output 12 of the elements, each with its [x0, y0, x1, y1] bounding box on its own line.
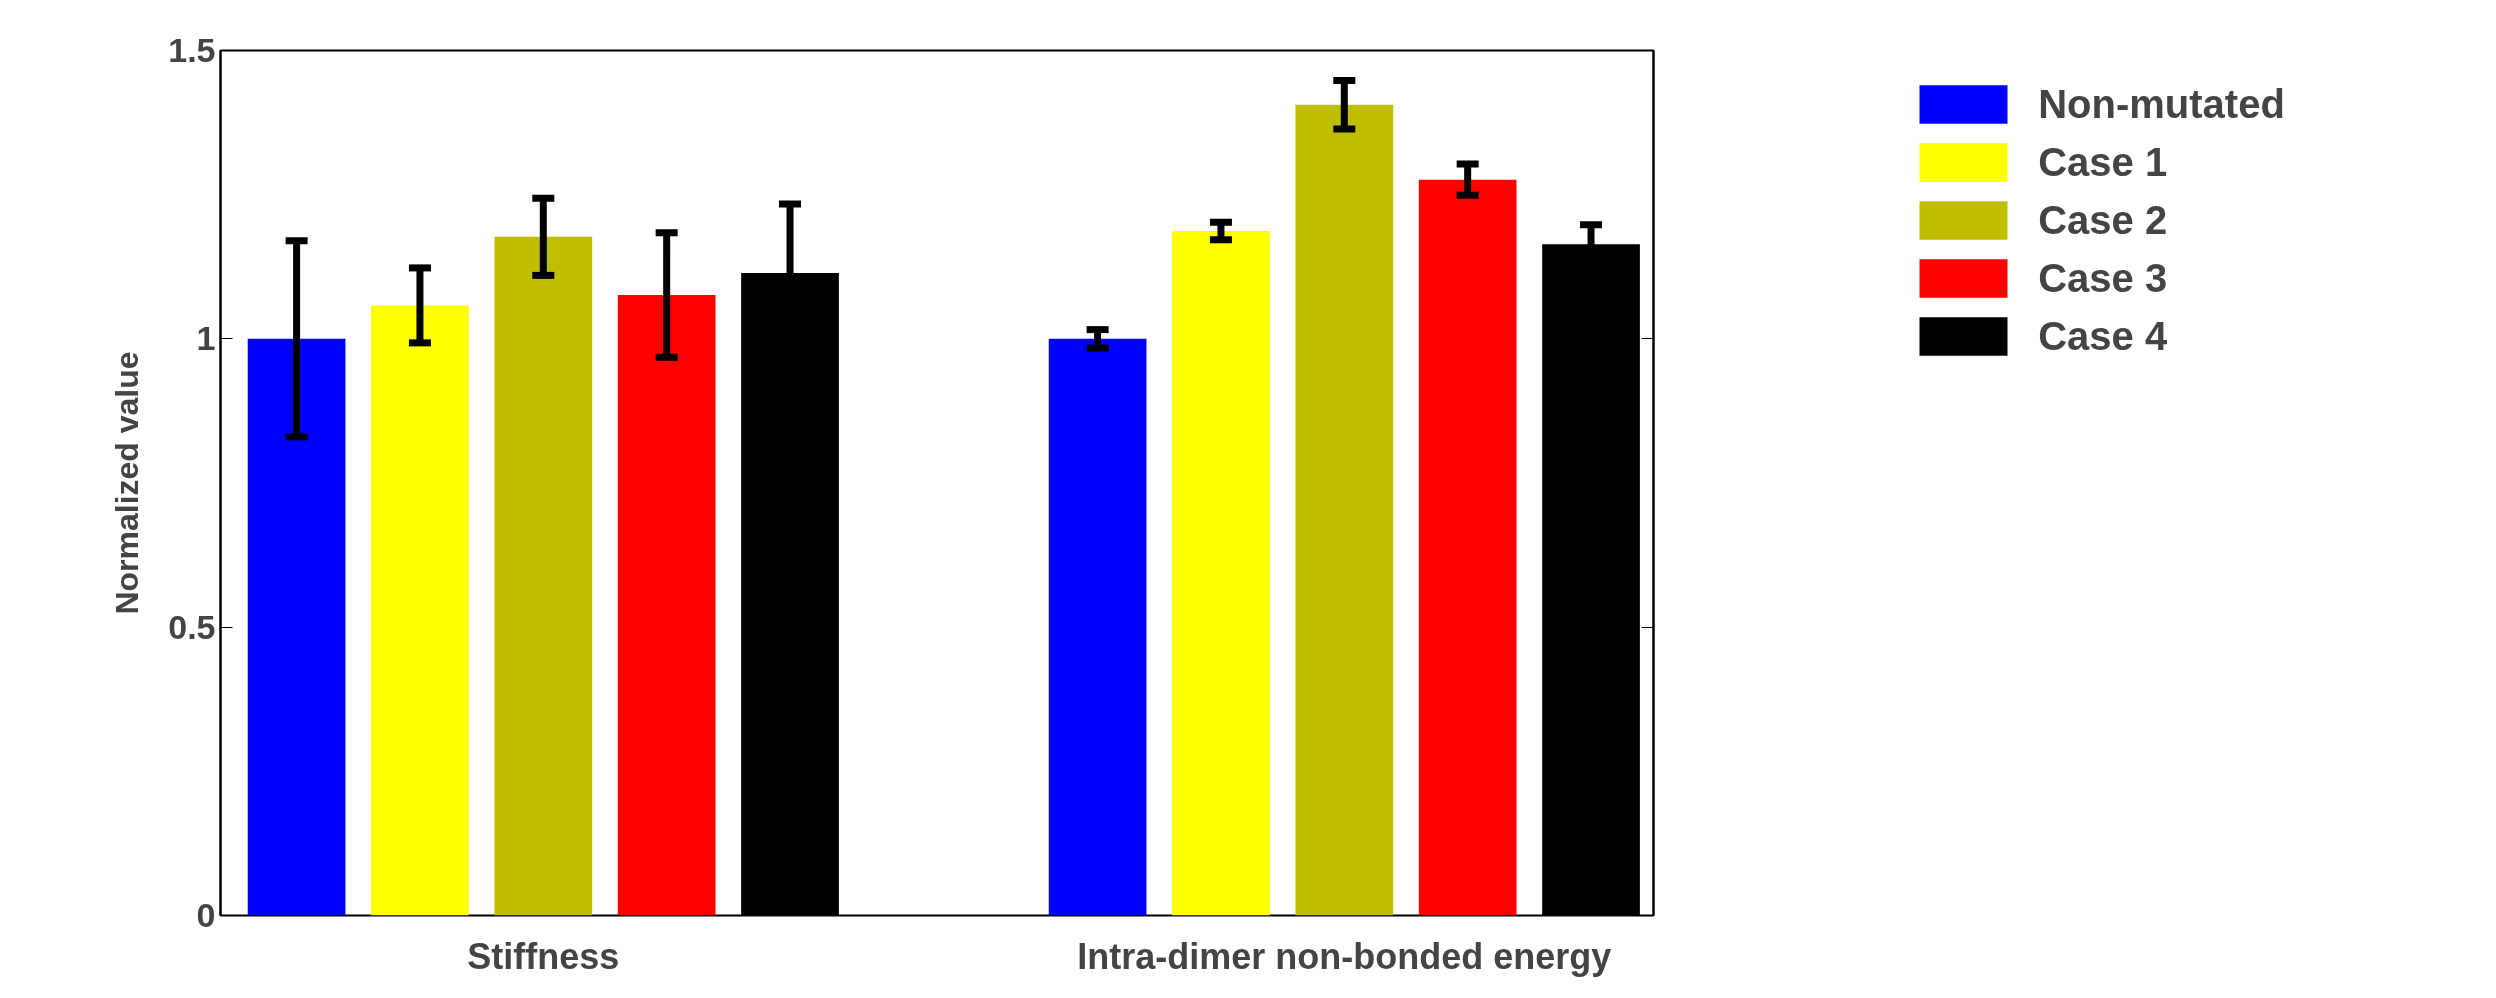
x-tick-label: Stiffness [467, 935, 620, 977]
y-tick-label: 0.5 [168, 607, 216, 646]
y-tick-label: 1 [196, 319, 216, 358]
legend-label: Case 3 [2038, 255, 2168, 301]
legend-label: Case 4 [2038, 313, 2168, 359]
legend-label: Case 2 [2038, 197, 2168, 243]
y-tick-label: 1.5 [168, 31, 216, 69]
x-tick-label: Intra-dimer non-bonded energy [1077, 935, 1612, 977]
y-axis-title: Normalized value [109, 351, 146, 615]
legend-label: Case 1 [2038, 139, 2168, 185]
y-tick-label: 0 [196, 896, 216, 934]
legend-label: Non-mutated [2038, 81, 2285, 127]
